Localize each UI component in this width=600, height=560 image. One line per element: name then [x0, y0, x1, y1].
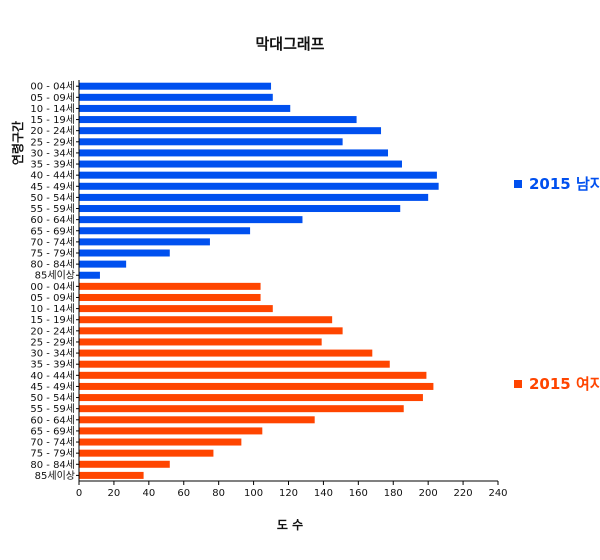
y-tick-label-s1-0: 00 - 04세 [30, 281, 75, 293]
y-tick-label-s1-1: 05 - 09세 [30, 292, 75, 304]
bar-s0-13 [79, 227, 251, 235]
y-tick-label-s0-6: 30 - 34세 [30, 147, 75, 159]
bar-s0-1 [79, 93, 273, 101]
legend-swatch-1 [514, 380, 522, 388]
x-tick-label-4: 80 [212, 488, 225, 499]
x-tick-label-0: 0 [76, 488, 82, 499]
y-tick-label-s1-3: 15 - 19세 [30, 314, 75, 326]
y-tick-label-s1-7: 35 - 39세 [30, 359, 75, 371]
y-tick-label-s1-10: 50 - 54세 [30, 392, 75, 404]
x-tick-label-11: 220 [454, 488, 473, 499]
bar-s1-13 [79, 427, 263, 435]
bar-s0-10 [79, 193, 429, 201]
bar-s0-0 [79, 82, 272, 90]
x-tick-label-2: 40 [142, 488, 155, 499]
y-tick-label-s0-1: 05 - 09세 [30, 92, 75, 104]
y-tick-label-s1-6: 30 - 34세 [30, 348, 75, 360]
bar-s0-2 [79, 104, 291, 112]
bar-s0-4 [79, 127, 382, 135]
y-tick-label-s1-16: 80 - 84세 [30, 459, 75, 471]
bar-s1-5 [79, 338, 322, 346]
y-tick-label-s0-3: 15 - 19세 [30, 114, 75, 126]
bar-s1-15 [79, 449, 214, 457]
x-tick-label-9: 180 [384, 488, 403, 499]
bars-group [79, 82, 439, 479]
bar-s1-2 [79, 305, 273, 313]
bar-s0-15 [79, 249, 170, 257]
x-tick-label-3: 60 [177, 488, 190, 499]
bar-s1-14 [79, 438, 242, 446]
bar-s0-17 [79, 271, 100, 279]
y-tick-label-s1-14: 70 - 74세 [30, 437, 75, 449]
bar-s1-8 [79, 371, 427, 379]
y-tick-label-s0-11: 55 - 59세 [30, 203, 75, 215]
bar-s1-0 [79, 282, 261, 290]
bar-s0-5 [79, 138, 343, 146]
y-tick-label-s1-13: 65 - 69세 [30, 425, 75, 437]
chart-title: 막대그래프 [255, 35, 324, 53]
y-tick-label-s0-14: 70 - 74세 [30, 236, 75, 248]
bar-s1-7 [79, 360, 390, 368]
y-tick-label-s0-9: 45 - 49세 [30, 181, 75, 193]
x-tick-labels: 0 20 40 60 80 100 120 140 160 180 200 220 240 [76, 481, 508, 499]
bar-s0-9 [79, 182, 439, 190]
y-tick-label-s0-8: 40 - 44세 [30, 170, 75, 182]
bar-s0-12 [79, 216, 303, 224]
y-tick-label-s1-4: 20 - 24세 [30, 325, 75, 337]
bar-s0-6 [79, 149, 389, 157]
x-tick-label-10: 200 [419, 488, 438, 499]
y-tick-label-s0-4: 20 - 24세 [30, 125, 75, 137]
bar-s1-4 [79, 327, 343, 335]
bar-s0-7 [79, 160, 402, 168]
x-tick-label-6: 120 [279, 488, 298, 499]
x-tick-label-12: 240 [488, 488, 507, 499]
y-tick-label-s1-9: 45 - 49세 [30, 381, 75, 393]
bar-s1-3 [79, 316, 333, 324]
y-tick-label-s1-8: 40 - 44세 [30, 370, 75, 382]
y-tick-label-s0-10: 50 - 54세 [30, 192, 75, 204]
x-tick-label-8: 160 [349, 488, 368, 499]
bar-s1-10 [79, 394, 423, 402]
bar-s1-6 [79, 349, 373, 357]
bar-s1-1 [79, 293, 261, 301]
y-tick-label-s1-11: 55 - 59세 [30, 403, 75, 415]
y-tick-label-s0-16: 80 - 84세 [30, 259, 75, 271]
y-tick-label-s0-15: 75 - 79세 [30, 248, 75, 260]
legend-swatch-0 [514, 180, 522, 188]
y-tick-label-s0-13: 65 - 69세 [30, 225, 75, 237]
bar-s0-14 [79, 238, 210, 246]
bar-s1-9 [79, 382, 434, 390]
x-tick-label-7: 140 [314, 488, 333, 499]
legend: 2015 남지 2015 여지 [514, 175, 600, 393]
y-tick-label-s0-12: 60 - 64세 [30, 214, 75, 226]
bar-s1-11 [79, 405, 404, 413]
x-tick-label-1: 20 [108, 488, 121, 499]
y-axis-title: 연령구간 [10, 121, 25, 165]
y-tick-label-s1-17: 85세이상 [35, 470, 75, 482]
bar-s1-16 [79, 460, 170, 468]
x-axis-title: 도 수 [277, 518, 303, 532]
bar-s0-3 [79, 116, 357, 124]
y-tick-label-s1-15: 75 - 79세 [30, 448, 75, 460]
y-tick-label-s0-7: 35 - 39세 [30, 159, 75, 171]
bar-s1-12 [79, 416, 315, 424]
y-tick-label-s1-2: 10 - 14세 [30, 303, 75, 315]
legend-label-0: 2015 남지 [529, 175, 600, 193]
y-tick-label-s0-2: 10 - 14세 [30, 103, 75, 115]
y-tick-label-s1-5: 25 - 29세 [30, 336, 75, 348]
y-tick-label-s0-17: 85세이상 [35, 270, 75, 282]
legend-label-1: 2015 여지 [529, 375, 600, 393]
bar-s0-8 [79, 171, 437, 179]
y-tick-label-s0-5: 25 - 29세 [30, 136, 75, 148]
x-tick-label-5: 100 [244, 488, 263, 499]
bar-s1-17 [79, 471, 144, 479]
bar-s0-16 [79, 260, 127, 268]
bar-s0-11 [79, 205, 401, 213]
y-tick-label-s0-0: 00 - 04세 [30, 81, 75, 93]
y-tick-label-s1-12: 60 - 64세 [30, 414, 75, 426]
